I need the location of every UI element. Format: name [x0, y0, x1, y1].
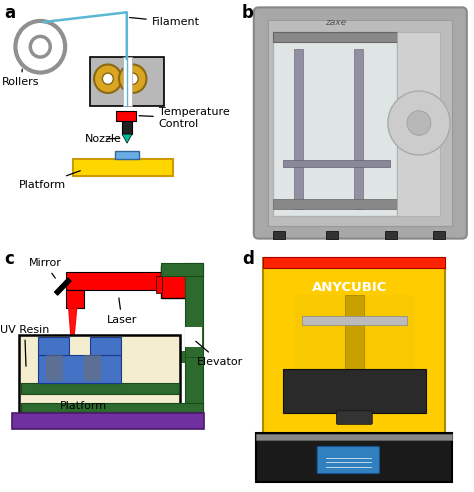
Text: zaxe: zaxe	[325, 18, 346, 27]
Text: d: d	[242, 249, 254, 268]
Circle shape	[127, 73, 138, 85]
Text: Laser: Laser	[107, 298, 137, 325]
FancyBboxPatch shape	[115, 151, 138, 158]
Text: Rollers: Rollers	[2, 69, 40, 88]
FancyBboxPatch shape	[273, 231, 285, 239]
FancyBboxPatch shape	[354, 49, 363, 209]
FancyBboxPatch shape	[283, 160, 390, 167]
FancyBboxPatch shape	[273, 199, 397, 209]
FancyBboxPatch shape	[185, 263, 203, 423]
FancyBboxPatch shape	[294, 49, 303, 209]
FancyBboxPatch shape	[161, 263, 203, 276]
FancyBboxPatch shape	[337, 411, 372, 424]
Text: b: b	[242, 3, 254, 22]
Polygon shape	[55, 278, 71, 295]
FancyBboxPatch shape	[345, 295, 364, 406]
FancyBboxPatch shape	[264, 257, 445, 268]
FancyBboxPatch shape	[164, 350, 185, 362]
FancyBboxPatch shape	[38, 337, 69, 355]
Circle shape	[102, 73, 113, 85]
Circle shape	[407, 111, 431, 135]
FancyBboxPatch shape	[122, 121, 132, 134]
FancyBboxPatch shape	[185, 327, 202, 347]
Text: Nozzle: Nozzle	[85, 134, 122, 144]
FancyBboxPatch shape	[317, 447, 380, 473]
Circle shape	[119, 64, 146, 93]
FancyBboxPatch shape	[156, 276, 162, 293]
Circle shape	[388, 91, 450, 155]
FancyBboxPatch shape	[433, 231, 445, 239]
FancyBboxPatch shape	[185, 344, 203, 357]
FancyBboxPatch shape	[283, 369, 426, 413]
Polygon shape	[122, 134, 132, 143]
FancyBboxPatch shape	[66, 272, 175, 290]
Text: Platform: Platform	[19, 171, 80, 189]
Circle shape	[30, 36, 50, 57]
FancyBboxPatch shape	[122, 57, 132, 106]
FancyBboxPatch shape	[326, 231, 337, 239]
Text: Elevator: Elevator	[196, 341, 243, 367]
FancyBboxPatch shape	[21, 383, 179, 394]
FancyBboxPatch shape	[46, 355, 63, 381]
FancyBboxPatch shape	[116, 111, 137, 121]
FancyBboxPatch shape	[19, 335, 180, 413]
FancyBboxPatch shape	[84, 355, 100, 381]
Polygon shape	[68, 293, 78, 354]
Text: UV Resin: UV Resin	[0, 325, 49, 366]
FancyBboxPatch shape	[73, 158, 173, 176]
FancyBboxPatch shape	[90, 57, 164, 106]
Text: c: c	[5, 249, 15, 268]
Text: ANYCUBIC: ANYCUBIC	[312, 281, 387, 294]
FancyBboxPatch shape	[12, 413, 204, 429]
FancyBboxPatch shape	[397, 32, 440, 216]
FancyBboxPatch shape	[66, 290, 84, 308]
FancyBboxPatch shape	[161, 266, 201, 298]
FancyBboxPatch shape	[90, 337, 121, 355]
Circle shape	[94, 64, 121, 93]
FancyBboxPatch shape	[256, 433, 453, 482]
Text: Filament: Filament	[129, 17, 200, 27]
Text: Temperature
Control: Temperature Control	[139, 107, 229, 129]
Text: Platform: Platform	[59, 401, 107, 411]
FancyBboxPatch shape	[264, 258, 445, 438]
FancyBboxPatch shape	[38, 355, 121, 383]
FancyBboxPatch shape	[301, 316, 407, 325]
FancyBboxPatch shape	[256, 434, 453, 440]
FancyBboxPatch shape	[273, 32, 397, 216]
Text: Mirror: Mirror	[28, 258, 61, 278]
FancyBboxPatch shape	[254, 7, 467, 239]
FancyBboxPatch shape	[385, 231, 397, 239]
FancyBboxPatch shape	[21, 402, 203, 412]
FancyBboxPatch shape	[268, 20, 453, 226]
Text: a: a	[5, 3, 16, 22]
FancyBboxPatch shape	[294, 295, 414, 406]
FancyBboxPatch shape	[273, 32, 397, 42]
